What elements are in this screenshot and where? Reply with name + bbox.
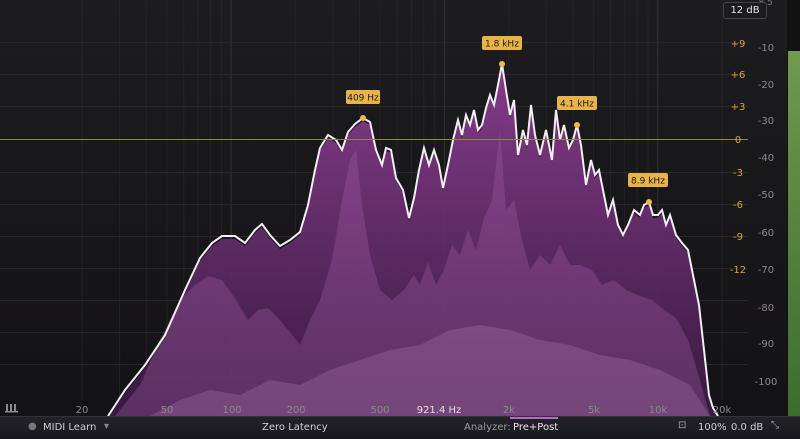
zoom-level[interactable]: 100% xyxy=(698,422,727,433)
spectrum-peak-curve xyxy=(107,63,719,416)
output-meter-bar xyxy=(788,51,800,416)
freq-label-500: 500 xyxy=(370,405,389,416)
output-gain[interactable]: 0.0 dB xyxy=(731,422,764,433)
peak-marker-4-1khz[interactable]: 4.1 kHz xyxy=(557,96,597,128)
analyzer-scale-4: -50 xyxy=(758,190,774,201)
peak-label-409hz: 409 Hz xyxy=(347,94,379,104)
cursor-frequency: 921.4 Hz xyxy=(417,405,462,416)
freq-label-5k: 5k xyxy=(588,405,600,416)
analyzer-scale-2: -30 xyxy=(758,116,774,127)
analyzer-label: Analyzer: xyxy=(464,422,511,433)
gain-scale-4: -3 xyxy=(733,168,743,179)
chevron-down-icon[interactable]: ▾ xyxy=(104,421,110,432)
display-range-button[interactable]: 12 dB xyxy=(723,2,767,19)
analyzer-mode-button[interactable]: Pre+Post xyxy=(513,422,559,433)
peak-marker-1-8khz[interactable]: 1.8 kHz xyxy=(482,36,522,67)
analyzer-scale-5: -60 xyxy=(758,228,774,239)
spectrum-pre-fill xyxy=(108,67,718,416)
latency-selector[interactable]: Zero Latency xyxy=(262,422,328,433)
analyzer-scale-0: -10 xyxy=(758,43,774,54)
analyzer-scale-8: -90 xyxy=(758,339,774,350)
freq-label-2k: 2k xyxy=(503,405,515,416)
piano-icon[interactable] xyxy=(5,404,18,413)
spectrum-display[interactable]: +9 +6 +3 0 -3 -6 -9 -12 -8.5 -10 -20 -30… xyxy=(0,0,800,416)
freq-label-100: 100 xyxy=(222,405,241,416)
midi-learn-button[interactable]: MIDI Learn xyxy=(43,422,97,433)
freq-label-200: 200 xyxy=(286,405,305,416)
peak-label-8-9khz: 8.9 kHz xyxy=(631,177,665,187)
freq-label-10k: 10k xyxy=(649,405,668,416)
freq-label-20: 20 xyxy=(76,405,89,416)
collapse-icon[interactable]: ⊡ xyxy=(678,420,687,431)
analyzer-scale-1: -20 xyxy=(758,80,774,91)
gain-scale-7: -12 xyxy=(730,265,746,276)
gain-scale-3: 0 xyxy=(735,135,741,146)
bottom-bar: ● MIDI Learn ▾ Zero Latency Analyzer: Pr… xyxy=(0,416,800,439)
midi-learn-dot-icon: ● xyxy=(28,421,37,432)
frequency-labels: 20 50 100 200 500 2k 5k 10k 20k 921.4 Hz xyxy=(76,405,732,416)
freq-label-50: 50 xyxy=(161,405,174,416)
gain-scale-0: +9 xyxy=(731,39,746,50)
freq-label-20k: 20k xyxy=(713,405,732,416)
resize-icon[interactable]: ⤡ xyxy=(771,420,779,431)
gain-scale-2: +3 xyxy=(731,102,746,113)
analyzer-scale-9: -100 xyxy=(755,377,778,388)
spectrum-mid-fill xyxy=(115,130,710,416)
analyzer-scale-3: -40 xyxy=(758,153,774,164)
peak-marker-409hz[interactable]: 409 Hz xyxy=(346,90,380,121)
analyzer-scale-6: -70 xyxy=(758,265,774,276)
gain-scale-6: -9 xyxy=(733,232,743,243)
analyzer-mode-indicator xyxy=(510,417,558,419)
peak-marker-8-9khz[interactable]: 8.9 kHz xyxy=(628,173,668,205)
gain-scale-5: -6 xyxy=(733,200,743,211)
analyzer-scale-7: -80 xyxy=(758,303,774,314)
peak-label-1-8khz: 1.8 kHz xyxy=(485,40,519,50)
spectrum-post-fill xyxy=(150,325,710,416)
peak-label-4-1khz: 4.1 kHz xyxy=(560,100,594,110)
gain-scale-1: +6 xyxy=(731,70,746,81)
